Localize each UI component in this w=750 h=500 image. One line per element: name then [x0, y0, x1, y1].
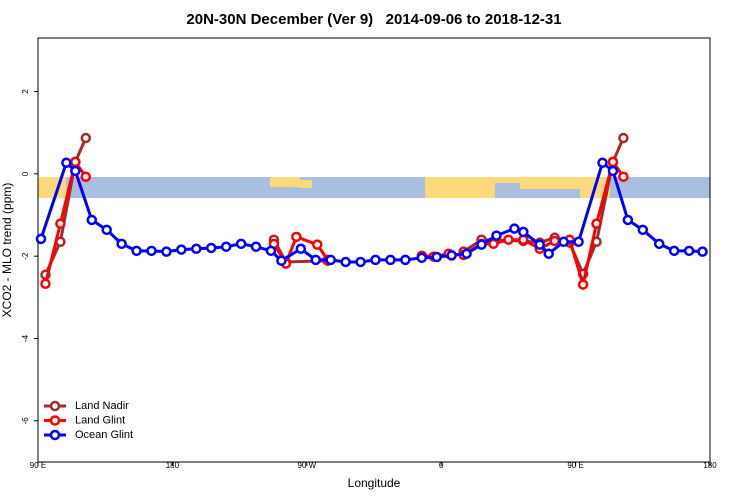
point	[488, 238, 499, 250]
legend-marker	[49, 429, 61, 441]
point	[607, 165, 619, 177]
x-tick-label: 180	[166, 461, 180, 470]
point	[577, 279, 589, 290]
point	[146, 245, 157, 257]
x-tick-label: 90 E	[567, 461, 583, 470]
point	[622, 214, 634, 226]
point	[573, 236, 584, 248]
chart-title: 20N-30N December (Ver 9) 2014-09-06 to 2…	[186, 11, 561, 28]
land	[425, 177, 495, 198]
point	[205, 242, 217, 254]
point	[61, 157, 72, 168]
point	[35, 233, 47, 245]
point	[276, 255, 287, 266]
x-tick-label: 90 W	[297, 461, 316, 470]
point	[235, 238, 247, 250]
point	[637, 224, 649, 236]
point	[509, 223, 520, 234]
point	[101, 224, 112, 236]
point	[491, 230, 502, 241]
point	[461, 248, 472, 259]
legend-marker	[49, 400, 61, 412]
point	[597, 157, 608, 168]
y-tick-label: 2	[21, 89, 30, 94]
point	[355, 256, 366, 268]
point	[131, 245, 142, 257]
point	[503, 234, 514, 245]
x-tick-label: 0	[439, 461, 444, 470]
point	[86, 214, 98, 226]
point	[591, 218, 602, 229]
point	[291, 231, 302, 243]
legend-marker	[49, 415, 61, 426]
point	[416, 252, 428, 264]
point	[325, 254, 336, 266]
x-axis-title: Longitude	[348, 476, 401, 490]
point	[618, 171, 629, 182]
y-tick-label: -6	[21, 417, 30, 425]
point	[340, 256, 351, 268]
point	[534, 239, 546, 250]
map-strip	[38, 177, 710, 198]
point	[265, 245, 277, 257]
point	[543, 248, 554, 259]
point	[618, 132, 629, 144]
point	[607, 156, 619, 168]
point	[697, 246, 708, 257]
point	[385, 254, 396, 266]
point	[310, 254, 322, 266]
x-tick-label: 180	[703, 461, 717, 470]
point	[220, 241, 232, 252]
point	[312, 239, 323, 250]
point	[70, 165, 81, 177]
land	[300, 180, 312, 188]
point	[476, 239, 487, 250]
y-tick-label: -2	[21, 252, 30, 260]
point	[683, 245, 695, 257]
land	[520, 177, 580, 189]
y-tick-label: 0	[21, 171, 30, 176]
point	[176, 244, 187, 255]
point	[250, 241, 262, 252]
point	[161, 246, 172, 257]
y-axis-title: XCO2 - MLO trend (ppm)	[0, 183, 14, 318]
point	[549, 235, 560, 247]
land	[495, 177, 520, 183]
point	[116, 238, 127, 250]
legend-label: Ocean Glint	[75, 429, 133, 441]
point	[80, 171, 92, 182]
point	[80, 132, 92, 144]
point	[295, 243, 307, 255]
y-tick-label: -4	[21, 334, 30, 342]
point	[191, 243, 202, 255]
point	[446, 250, 457, 261]
point	[431, 251, 442, 263]
point	[518, 226, 529, 238]
point	[668, 245, 680, 257]
land	[270, 177, 300, 187]
point	[653, 238, 665, 250]
point	[400, 254, 411, 266]
point	[55, 218, 66, 229]
x-tick-label: 90 E	[30, 461, 46, 470]
point	[558, 236, 569, 248]
plot-frame	[37, 37, 711, 463]
point	[70, 156, 81, 168]
legend-label: Land Nadir	[75, 400, 129, 412]
point	[40, 278, 51, 290]
legend-label: Land Glint	[75, 414, 125, 426]
point	[370, 254, 381, 266]
